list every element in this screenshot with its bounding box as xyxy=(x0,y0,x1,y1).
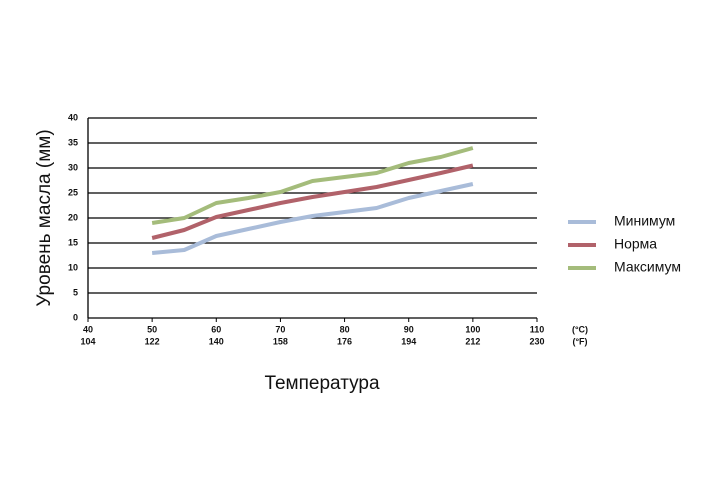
x-unit: (°F) xyxy=(572,336,587,346)
x-tick-label: 70 xyxy=(275,324,285,334)
x-tick-label: 90 xyxy=(404,324,414,334)
series-line xyxy=(151,163,474,240)
y-tick-label: 40 xyxy=(68,112,78,122)
x-axis-label: Температура xyxy=(264,373,380,394)
x-tick-label: 50 xyxy=(147,324,157,334)
x-tick-label-secondary: 194 xyxy=(401,336,416,346)
legend-label: Минимум xyxy=(614,213,675,229)
x-tick-label-secondary: 104 xyxy=(80,336,95,346)
legend-label: Норма xyxy=(614,236,657,252)
y-tick-label: 35 xyxy=(68,137,78,147)
y-tick-label: 5 xyxy=(73,287,78,297)
x-tick-label: 110 xyxy=(530,324,545,334)
x-tick-label: 80 xyxy=(340,324,350,334)
y-tick-label: 25 xyxy=(68,187,78,197)
series-line xyxy=(151,182,474,255)
x-tick-label: 40 xyxy=(83,324,93,334)
x-tick-label-secondary: 212 xyxy=(465,336,480,346)
x-unit: (°C) xyxy=(572,324,588,334)
y-tick-label: 30 xyxy=(68,162,78,172)
y-tick-label: 10 xyxy=(68,262,78,272)
y-axis-label: Уровень масла (мм) xyxy=(34,129,55,306)
x-tick-label-secondary: 140 xyxy=(209,336,224,346)
x-tick-label-secondary: 158 xyxy=(273,336,288,346)
x-tick-label: 100 xyxy=(465,324,480,334)
legend-label: Максимум xyxy=(614,259,681,275)
x-tick-label-secondary: 122 xyxy=(145,336,160,346)
series-line xyxy=(151,146,474,225)
x-tick-label-secondary: 230 xyxy=(529,336,544,346)
y-tick-label: 15 xyxy=(68,237,78,247)
y-tick-label: 20 xyxy=(68,212,78,222)
x-tick-label-secondary: 176 xyxy=(337,336,352,346)
y-tick-label: 0 xyxy=(73,312,78,322)
x-tick-label: 60 xyxy=(211,324,221,334)
